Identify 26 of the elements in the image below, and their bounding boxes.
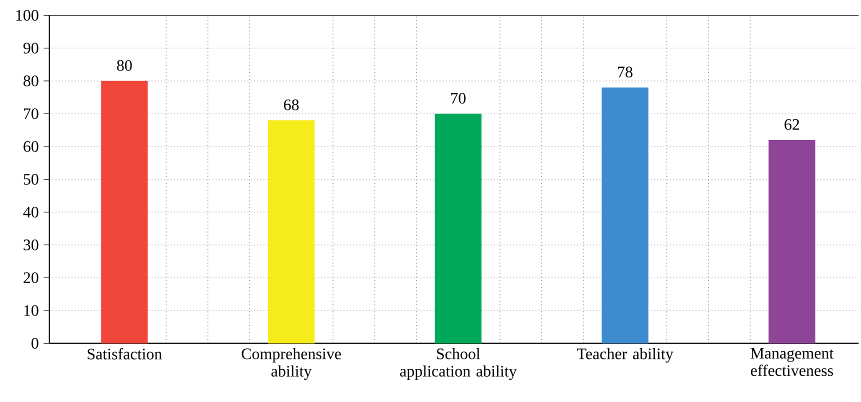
x-tick-label: Satisfaction (88, 348, 162, 360)
data-label: 70 (451, 92, 466, 104)
y-tick-label: 50 (24, 174, 38, 185)
bar (101, 80, 148, 344)
x-tick-label: Comprehensive ability (242, 348, 341, 380)
y-tick-label: 70 (24, 108, 38, 120)
y-tick-label: 100 (16, 10, 38, 21)
y-tick-label: 90 (23, 42, 38, 54)
y-tick-label: 40 (23, 206, 38, 218)
y-tick-label: 0 (32, 338, 38, 349)
data-label: 78 (618, 66, 632, 78)
x-tick-label: Management effectiveness (750, 348, 834, 376)
bar (768, 140, 816, 344)
y-tick-label: 20 (24, 272, 38, 284)
y-tick-label: 10 (24, 305, 38, 316)
y-tick-label: 60 (24, 141, 38, 152)
bar (268, 120, 315, 344)
bar (434, 114, 482, 344)
bar (602, 87, 648, 344)
y-tick-label: 30 (24, 240, 38, 250)
data-label: 80 (117, 60, 132, 71)
data-label: 68 (284, 99, 299, 110)
y-tick-label: 80 (24, 76, 38, 86)
x-tick-label: School application ability (400, 348, 517, 380)
x-tick-label: Teacher ability (577, 348, 674, 363)
data-label: 62 (784, 119, 800, 130)
